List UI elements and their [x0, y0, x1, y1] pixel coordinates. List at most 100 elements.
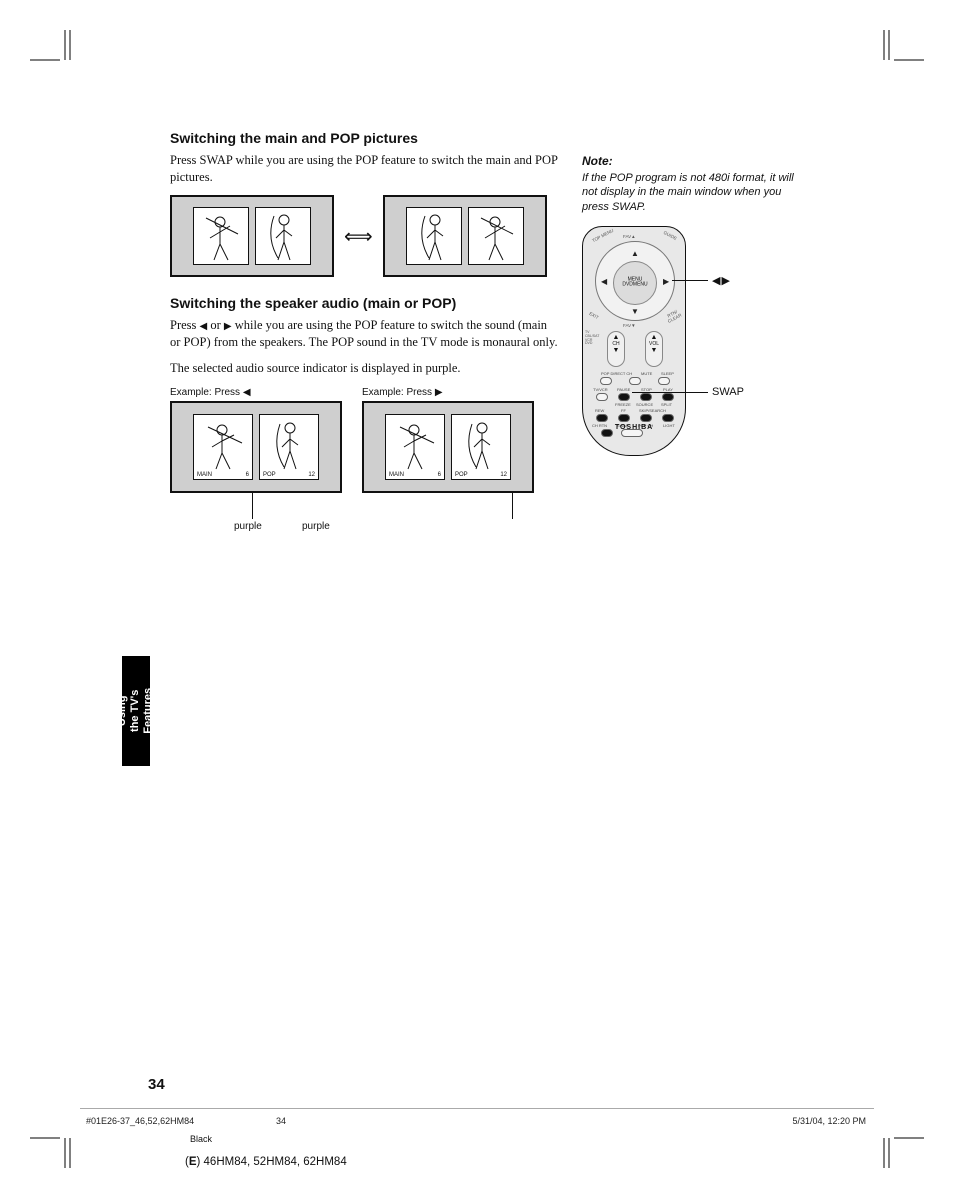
callout-line-swap — [632, 392, 708, 393]
remote-button — [662, 414, 674, 422]
tv-cell-golfer — [406, 207, 462, 265]
tv-screen-right — [383, 195, 547, 277]
section2-heading: Switching the speaker audio (main or POP… — [170, 295, 558, 311]
footer-separator — [80, 1108, 874, 1109]
top-menu-label: TOP MENU — [591, 228, 614, 243]
row4-label: SOURCE — [636, 402, 653, 407]
page-number: 34 — [148, 1076, 165, 1093]
tv-cell-pop: POP 12 — [451, 414, 511, 480]
footer-date: 5/31/04, 12:20 PM — [792, 1116, 866, 1126]
tv-cell-main: MAIN 6 — [385, 414, 445, 480]
left-column: Switching the main and POP pictures Pres… — [170, 130, 558, 493]
row4-label: FREEZE — [615, 402, 631, 407]
main-label: MAIN — [197, 472, 212, 478]
row3-label: REW — [595, 408, 604, 413]
swap-arrow-icon: ⟺ — [344, 224, 373, 249]
remote-body: TOP MENU GUIDE FAV▲ MENU DVDMENU ▲ ▼ ◀ ▶… — [582, 226, 686, 456]
tv-cell-pop: POP 12 — [259, 414, 319, 480]
callout-line-arrows — [672, 280, 708, 281]
swap-illustration: ⟺ — [170, 195, 558, 277]
rtn-label: RTN/ CLEAR — [665, 308, 683, 324]
main-label: MAIN — [389, 472, 404, 478]
row3-label: FF — [621, 408, 626, 413]
remote-button — [618, 393, 630, 401]
crop-mark-tl — [30, 30, 80, 80]
right-arrow-icon: ▶ — [663, 277, 669, 286]
left-arrow-icon: ◀ — [601, 277, 607, 286]
remote-button — [600, 377, 612, 385]
example-left-caption: Example: Press — [170, 387, 342, 398]
leader-line — [252, 493, 253, 519]
remote-button — [596, 393, 608, 401]
section1-body: Press SWAP while you are using the POP f… — [170, 152, 558, 185]
button-row-2 — [591, 393, 679, 401]
menu-label: MENU DVDMENU — [614, 277, 656, 288]
guide-label: GUIDE — [662, 230, 677, 241]
purple-label-right: purple — [302, 521, 330, 532]
example-row: Example: Press MAIN 6 POP — [170, 387, 558, 493]
remote-button — [629, 377, 641, 385]
row4-label: SPLIT — [661, 402, 672, 407]
dpad: MENU DVDMENU — [613, 261, 657, 305]
left-arrow-icon — [243, 387, 251, 398]
tv-mode-labels: TV CBL/SAT VCR DVD — [585, 331, 599, 346]
row1-label: SLEEP — [661, 371, 674, 376]
remote-button — [618, 414, 630, 422]
chapter-tab: Using the TV's Features — [122, 656, 150, 766]
section2-body1: Press or while you are using the POP fea… — [170, 317, 558, 350]
pop-label: POP — [455, 472, 468, 478]
up-arrow-icon: ▲ — [631, 249, 639, 258]
remote-button — [640, 414, 652, 422]
remote-button — [640, 393, 652, 401]
purple-label-left: purple — [234, 521, 262, 532]
tv-screen-left — [170, 195, 334, 277]
text: ) 46HM84, 52HM84, 62HM84 — [197, 1156, 347, 1168]
tv-cell-main: MAIN 6 — [193, 414, 253, 480]
section2-body2: The selected audio source indicator is d… — [170, 360, 558, 377]
fav-down-label: FAV▼ — [623, 323, 636, 328]
tv-cell-batter — [468, 207, 524, 265]
text: Example: Press — [170, 387, 243, 398]
example-left: Example: Press MAIN 6 POP — [170, 387, 342, 493]
chapter-tab-text: Using the TV's Features — [116, 688, 156, 734]
right-arrow-icon — [435, 387, 443, 398]
remote-brand: TOSHIBA — [583, 424, 685, 431]
tv-example-left: MAIN 6 POP 12 — [170, 401, 342, 493]
tv-cell-golfer — [255, 207, 311, 265]
exit-label: EXIT — [588, 311, 599, 320]
down-arrow-icon: ▼ — [631, 307, 639, 316]
pop-num: 12 — [500, 472, 507, 478]
example-right-caption: Example: Press — [362, 387, 534, 398]
remote-button — [662, 393, 674, 401]
ch-rocker: ▲ CH ▼ — [607, 331, 625, 367]
vol-rocker: ▲ VOL ▼ — [645, 331, 663, 367]
remote-button — [658, 377, 670, 385]
remote-button — [596, 414, 608, 422]
remote-illustration: TOP MENU GUIDE FAV▲ MENU DVDMENU ▲ ▼ ◀ ▶… — [582, 226, 810, 466]
pop-label: POP — [263, 472, 276, 478]
main-num: 6 — [438, 472, 441, 478]
note-heading: Note: — [582, 154, 810, 168]
right-column: Note: If the POP program is not 480i for… — [582, 130, 810, 493]
footer-models: (E) 46HM84, 52HM84, 62HM84 — [185, 1156, 347, 1168]
footer-row: #01E26-37_46,52,62HM84 34 5/31/04, 12:20… — [86, 1116, 866, 1126]
example-right: Example: Press MAIN 6 POP — [362, 387, 534, 493]
note-body: If the POP program is not 480i format, i… — [582, 171, 810, 214]
text: Example: Press — [362, 387, 435, 398]
fav-up-label: FAV▲ — [623, 234, 636, 239]
leader-line — [512, 493, 513, 519]
right-arrow-icon — [224, 318, 232, 332]
button-row-1 — [591, 377, 679, 385]
text: Press — [170, 318, 200, 332]
crop-mark-tr — [874, 30, 924, 80]
tv-cell-batter — [193, 207, 249, 265]
row1-label: MUTE — [641, 371, 652, 376]
footer-file: #01E26-37_46,52,62HM84 — [86, 1116, 194, 1126]
main-num: 6 — [246, 472, 249, 478]
row2-label: PAUSE — [617, 387, 630, 392]
tv-example-right: MAIN 6 POP 12 — [362, 401, 534, 493]
crop-mark-bl — [30, 1118, 80, 1168]
button-row-3 — [591, 414, 679, 422]
row2-label: TV/VCR — [593, 387, 608, 392]
footer-page: 34 — [276, 1116, 286, 1126]
